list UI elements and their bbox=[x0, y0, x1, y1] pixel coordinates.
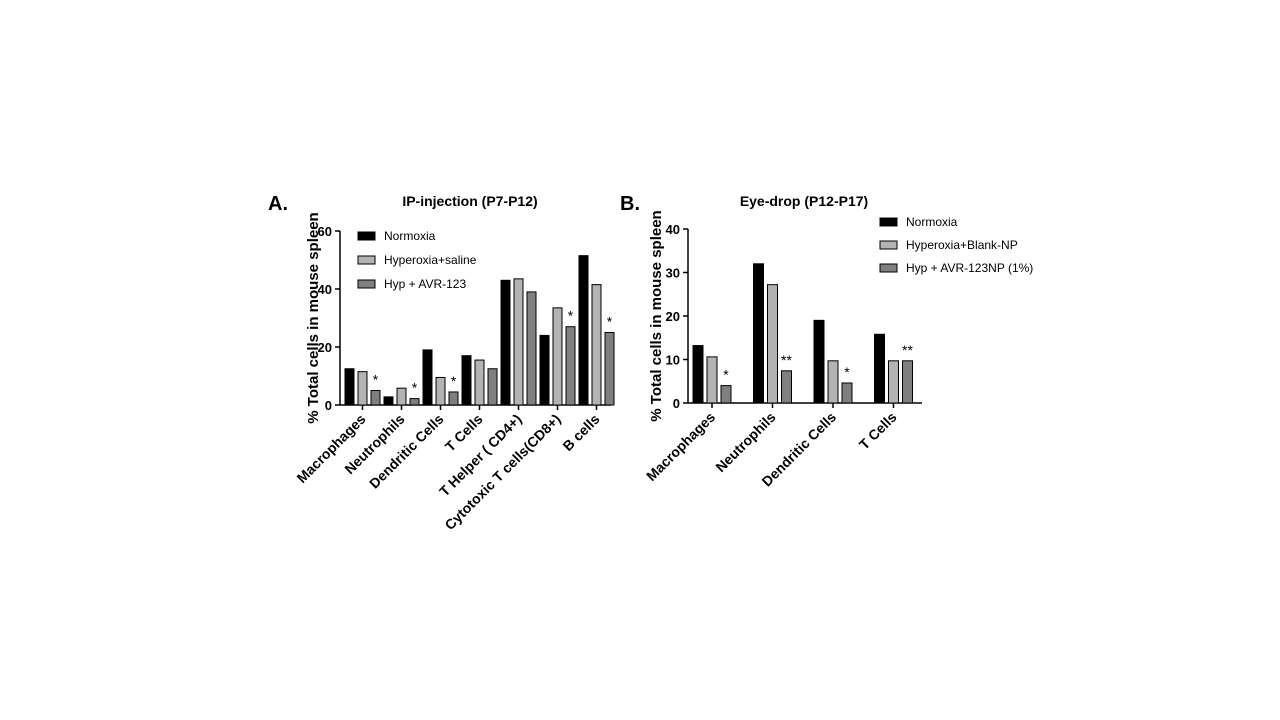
bar bbox=[604, 332, 615, 406]
legend-swatch bbox=[879, 240, 898, 250]
panel-label: B. bbox=[620, 193, 640, 215]
y-tick-label: 0 bbox=[325, 398, 332, 413]
significance-marker: * bbox=[723, 367, 729, 383]
legend-swatch bbox=[879, 217, 898, 227]
bar bbox=[357, 371, 368, 406]
legend-swatch bbox=[357, 231, 376, 241]
legend-swatch bbox=[879, 263, 898, 273]
y-tick-label: 30 bbox=[666, 266, 680, 281]
panel-label: A. bbox=[268, 193, 288, 215]
y-tick-label: 40 bbox=[666, 222, 680, 237]
bar bbox=[902, 360, 913, 404]
bar bbox=[539, 334, 550, 406]
significance-marker: * bbox=[844, 364, 850, 380]
bar bbox=[552, 307, 563, 406]
bar bbox=[720, 385, 732, 404]
legend-label: Hyperoxia+Blank-NP bbox=[906, 238, 1018, 252]
significance-marker: * bbox=[607, 314, 613, 330]
panel-a-chart: A. IP-injection (P7-P12) % Total cells in … bbox=[268, 193, 615, 533]
bar bbox=[692, 345, 704, 404]
significance-marker: ** bbox=[902, 342, 913, 358]
bar bbox=[591, 284, 602, 406]
bar bbox=[767, 284, 778, 404]
bar bbox=[841, 382, 853, 404]
y-tick-label: 60 bbox=[318, 224, 332, 239]
significance-marker: ** bbox=[781, 352, 792, 368]
bar bbox=[578, 255, 589, 406]
y-tick-label: 10 bbox=[666, 353, 680, 368]
y-tick-label: 0 bbox=[673, 396, 680, 411]
x-tick-label: Neutrophils bbox=[712, 409, 778, 475]
y-axis-label: % Total cells in mouse spleen bbox=[305, 212, 322, 423]
legend-label: Hyp + AVR-123NP (1%) bbox=[906, 261, 1033, 275]
bar bbox=[344, 368, 355, 406]
x-tick-label: T Cells bbox=[856, 409, 900, 453]
bar bbox=[526, 291, 537, 406]
bar bbox=[474, 359, 485, 406]
chart-title: IP-injection (P7-P12) bbox=[402, 193, 537, 209]
y-axis-label: % Total cells in mouse spleen bbox=[648, 210, 665, 421]
chart-title: Eye-drop (P12-P17) bbox=[740, 193, 868, 209]
significance-marker: * bbox=[568, 308, 574, 324]
bar bbox=[487, 368, 498, 406]
legend-label: Normoxia bbox=[906, 215, 958, 229]
y-tick-label: 20 bbox=[318, 340, 332, 355]
bar bbox=[813, 319, 825, 404]
legend-swatch bbox=[357, 255, 376, 265]
bar bbox=[706, 356, 718, 404]
significance-marker: * bbox=[412, 380, 418, 396]
legend-label: Hyperoxia+saline bbox=[384, 253, 477, 267]
legend-swatch bbox=[357, 279, 376, 289]
bar bbox=[827, 360, 839, 404]
bar bbox=[888, 360, 899, 404]
bar bbox=[874, 333, 885, 404]
significance-marker: * bbox=[451, 373, 457, 389]
legend-label: Hyp + AVR-123 bbox=[384, 277, 466, 291]
bar bbox=[500, 279, 511, 406]
bar bbox=[461, 355, 472, 406]
legend-label: Normoxia bbox=[384, 229, 436, 243]
y-tick-label: 20 bbox=[666, 309, 680, 324]
bar bbox=[396, 387, 407, 406]
bar bbox=[753, 263, 764, 404]
panel-b-chart: B. Eye-drop (P12-P17) % Total cells in mou… bbox=[620, 193, 1033, 489]
bar bbox=[370, 390, 381, 406]
bar bbox=[513, 278, 524, 406]
bar bbox=[448, 391, 459, 406]
y-tick-label: 40 bbox=[318, 282, 332, 297]
bar bbox=[565, 326, 576, 406]
bar bbox=[409, 398, 420, 406]
bar bbox=[383, 396, 394, 406]
x-tick-label: B cells bbox=[559, 411, 602, 454]
bar bbox=[422, 349, 433, 406]
bar bbox=[435, 376, 446, 406]
bar bbox=[781, 370, 792, 404]
significance-marker: * bbox=[373, 372, 379, 388]
